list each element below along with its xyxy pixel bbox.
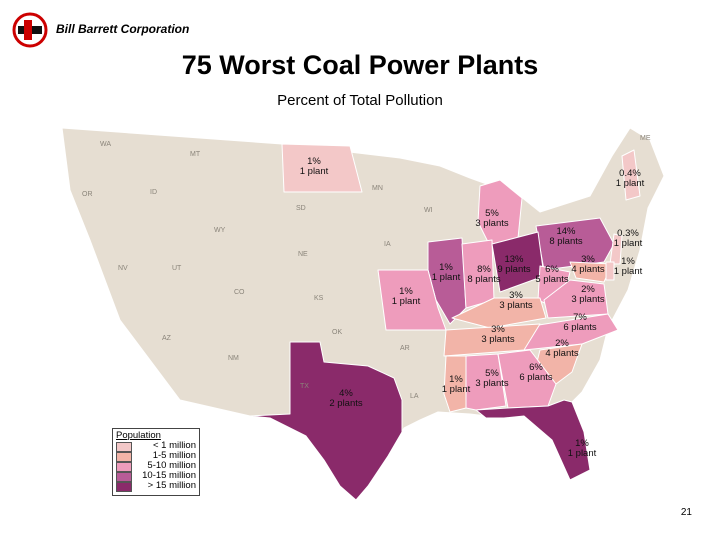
state-abbr-co: CO — [234, 289, 245, 296]
legend-swatch — [116, 462, 132, 472]
state-abbr-nm: NM — [228, 355, 239, 362]
legend-swatch — [116, 452, 132, 462]
population-legend: Population < 1 million 1-5 million 5-10 mi… — [112, 428, 200, 496]
state-abbr-ks: KS — [314, 295, 324, 302]
state-fl — [475, 399, 591, 481]
legend-item: 10-15 million — [116, 470, 200, 482]
map-label-ms: 1% 1 plant — [442, 374, 471, 395]
legend-label: 5-10 million — [147, 460, 196, 471]
page-title: 75 Worst Coal Power Plants — [181, 50, 539, 80]
state-nd — [281, 143, 363, 193]
pollution-labels: 1% 1 plant 0.4% 1 plant 5% 3 plants 14% 8 plant… — [300, 156, 645, 459]
state-ms — [443, 355, 467, 413]
map-label-mi: 5% 3 plants — [475, 208, 509, 229]
legend-swatch — [116, 472, 132, 482]
state-abbr-wy: WY — [214, 227, 226, 234]
state-va — [543, 279, 609, 319]
map-label-wv: 6% 5 plants — [535, 264, 569, 285]
state-abbr-ne: NE — [298, 251, 308, 258]
company-name: Bill Barrett Corporation — [56, 22, 190, 36]
state-abbr-id: ID — [150, 189, 157, 196]
company-logo-icon — [12, 12, 48, 48]
legend-label: > 15 million — [147, 480, 196, 491]
state-abbr-mn: MN — [372, 185, 383, 192]
state-nh — [621, 149, 641, 201]
legend-label: 1-5 million — [152, 450, 196, 461]
map-label-nc: 7% 6 plants — [563, 312, 597, 333]
state-tx — [249, 341, 403, 501]
state-al — [465, 353, 507, 411]
map-label-va: 2% 3 plants — [571, 284, 605, 305]
legend-swatch — [116, 442, 132, 452]
map-label-sc: 2% 4 plants — [545, 338, 579, 359]
legend-item: 1-5 million — [116, 450, 200, 462]
state-ga — [497, 349, 557, 409]
state-md — [569, 261, 613, 283]
state-abbr-me: ME — [640, 135, 651, 142]
legend-label: 10-15 million — [142, 470, 196, 481]
legend-item: < 1 million — [116, 440, 200, 452]
state-abbr-la: LA — [410, 393, 419, 400]
map-label-pa: 14% 8 plants — [549, 226, 583, 247]
map-label-fl: 1% 1 plant — [568, 438, 597, 459]
map-label-il_w: 1% 1 plant — [432, 262, 461, 283]
map-label-ky: 3% 3 plants — [499, 290, 533, 311]
map-label-de: 1% 1 plant — [614, 256, 643, 277]
map-label-al: 5% 3 plants — [475, 368, 509, 389]
state-tn — [443, 323, 541, 357]
state-abbr-nv: NV — [118, 265, 128, 272]
legend-swatch — [116, 482, 132, 492]
state-abbr-ia: IA — [384, 241, 391, 248]
legend-label: < 1 million — [152, 440, 196, 451]
state-nj — [609, 233, 623, 265]
state-abbr-tx: TX — [300, 383, 309, 390]
map-label-oh: 13% 9 plants — [497, 254, 531, 275]
map-label-in: 8% 8 plants — [467, 264, 501, 285]
state-abbr-ut: UT — [172, 265, 182, 272]
state-abbr-ar: AR — [400, 345, 410, 352]
map-label-mo: 1% 1 plant — [392, 286, 421, 307]
state-de — [605, 261, 615, 281]
map-label-md: 3% 4 plants — [571, 254, 605, 275]
state-abbr-mt: MT — [190, 151, 201, 158]
map-label-nh: 0.4% 1 plant — [616, 168, 645, 189]
map-label-tn: 3% 3 plants — [481, 324, 515, 345]
page-subtitle: Percent of Total Pollution — [277, 92, 443, 109]
map-label-nd: 1% 1 plant — [300, 156, 329, 177]
legend-item: > 15 million — [116, 480, 200, 492]
state-abbr-az: AZ — [162, 335, 172, 342]
map-label-ga: 6% 6 plants — [519, 362, 553, 383]
state-abbr-ok: OK — [332, 329, 342, 336]
map-label-nj: 0.3% 1 plant — [614, 228, 643, 249]
state-abbr-wa: WA — [100, 141, 111, 148]
map-label-tx: 4% 2 plants — [329, 388, 363, 409]
state-abbreviations: WA OR ID MT WY NV UT CO AZ NM KS NE SD MN IA WI OK AR LA TX… — [82, 135, 651, 400]
state-abbr-sd: SD — [296, 205, 306, 212]
legend-item: 5-10 million — [116, 460, 200, 472]
state-mo — [377, 269, 447, 331]
legend-title: Population — [116, 430, 161, 441]
state-ky — [451, 297, 547, 329]
state-abbr-or: OR — [82, 191, 93, 198]
state-abbr-wi: WI — [424, 207, 433, 214]
page-number: 21 — [680, 507, 692, 518]
